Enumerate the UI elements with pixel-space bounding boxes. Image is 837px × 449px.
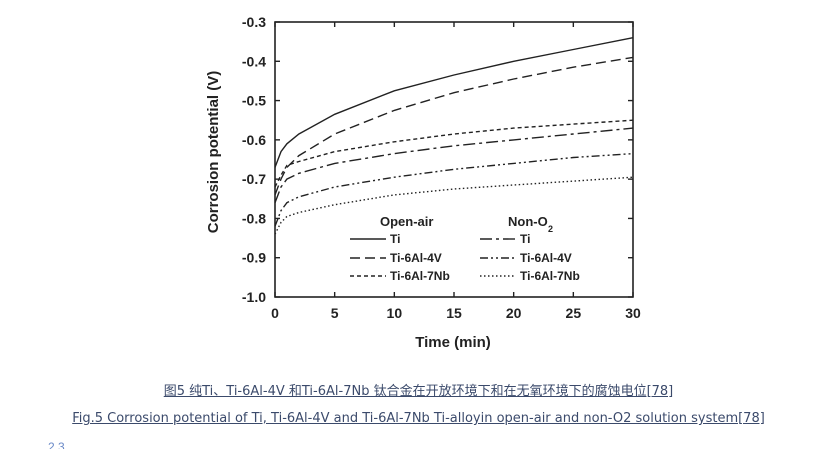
series-line-non-o2-ti xyxy=(274,127,634,203)
legend-label: Ti xyxy=(520,232,530,246)
corrosion-potential-chart: -0.3 -0.4 -0.5 -0.6 -0.7 -0.8 -0.9 -1.0 0 5 10 15 20… xyxy=(190,8,650,364)
series-line-non-o2-ti-6al-4v xyxy=(274,152,634,227)
series-line-open-air-ti-6al-7nb xyxy=(274,119,634,188)
y-tick-label: -0.6 xyxy=(242,132,266,148)
x-tick-label: 15 xyxy=(446,305,462,321)
legend-label: Ti xyxy=(390,232,400,246)
y-tick-label: -1.0 xyxy=(242,289,266,305)
legend-label: Ti-6Al-4V xyxy=(520,251,572,265)
legend-label: Ti-6Al-4V xyxy=(390,251,442,265)
x-tick-label: 0 xyxy=(271,305,279,321)
y-tick-label: -0.4 xyxy=(242,53,266,69)
x-tick-label: 30 xyxy=(625,305,641,321)
legend-label: Ti-6Al-7Nb xyxy=(390,269,450,283)
figure-caption-english[interactable]: Fig.5 Corrosion potential of Ti, Ti-6Al-… xyxy=(72,411,765,426)
series-line-non-o2-ti-6al-7nb xyxy=(274,176,634,235)
chart-legend: Open-air Non-O 2 Ti Ti-6Al-4V Ti-6Al-7Nb Ti… xyxy=(350,214,580,283)
legend-header-non-o2: Non-O xyxy=(508,214,548,229)
y-tick-label: -0.8 xyxy=(242,210,266,226)
plot-frame xyxy=(274,21,634,298)
legend-label: Ti-6Al-7Nb xyxy=(520,269,580,283)
legend-header-subscript: 2 xyxy=(548,224,553,234)
section-heading: 2.3 ... xyxy=(48,440,79,449)
y-tick-label: -0.3 xyxy=(242,14,266,30)
y-tick-label: -0.7 xyxy=(242,171,266,187)
figure-caption-chinese[interactable]: 图5 纯Ti、Ti-6Al-4V 和Ti-6Al-7Nb 钛合金在开放环境下和在… xyxy=(163,384,674,399)
x-axis-title: Time (min) xyxy=(415,334,491,351)
x-tick-label: 20 xyxy=(506,305,522,321)
series-line-open-air-ti xyxy=(274,37,634,168)
y-axis-title: Corrosion potential (V) xyxy=(205,71,222,234)
x-tick-label: 5 xyxy=(331,305,339,321)
x-tick-label: 25 xyxy=(566,305,582,321)
series-line-open-air-ti-6al-4v xyxy=(274,56,634,196)
chart-canvas: -0.3 -0.4 -0.5 -0.6 -0.7 -0.8 -0.9 -1.0 0 5 10 15 20… xyxy=(205,14,641,351)
y-tick-label: -0.5 xyxy=(242,93,266,109)
legend-header-open-air: Open-air xyxy=(380,214,433,229)
x-tick-label: 10 xyxy=(387,305,403,321)
y-tick-label: -0.9 xyxy=(242,250,266,266)
